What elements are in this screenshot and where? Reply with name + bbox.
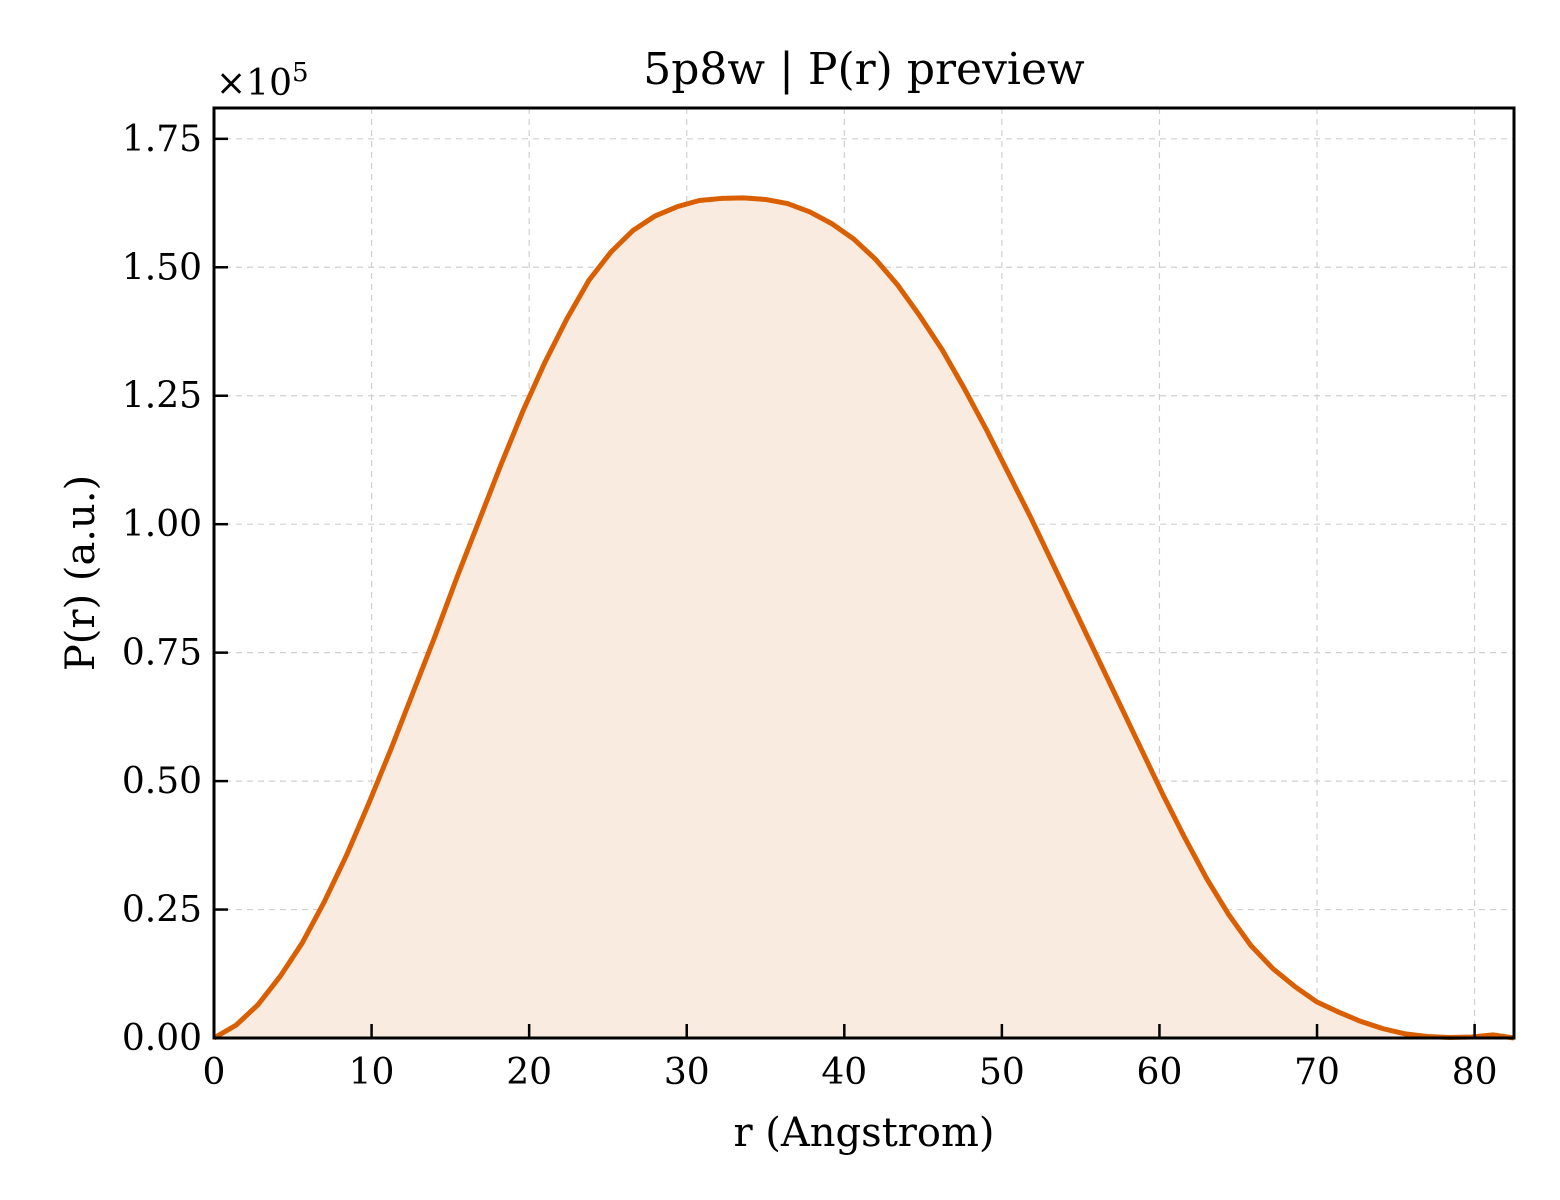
- series-line: [212, 195, 1515, 1041]
- y-tick-label: 0.00: [122, 1018, 202, 1059]
- y-axis-title: P(r) (a.u.): [58, 475, 104, 671]
- x-tick-label: 0: [203, 1052, 226, 1093]
- y-tick-label: 1.25: [122, 376, 202, 417]
- y-multiplier-base: ×10: [216, 63, 292, 104]
- x-tick-label: 30: [664, 1052, 710, 1093]
- y-tick-label: 0.50: [122, 761, 202, 802]
- y-axis-multiplier: ×105: [216, 58, 309, 104]
- y-tick-label: 1.75: [122, 119, 202, 160]
- x-tick-label: 50: [979, 1052, 1025, 1093]
- chart-title: 5p8w | P(r) preview: [643, 44, 1085, 95]
- x-tick-label: 80: [1452, 1052, 1498, 1093]
- area-fill: [214, 197, 1514, 1039]
- x-tick-label: 40: [821, 1052, 867, 1093]
- y-multiplier-exponent: 5: [292, 58, 309, 88]
- y-tick-label: 1.50: [122, 247, 202, 288]
- ticks-layer: 0 10 20 30 40 50 60 70 80 0.00 0.25 0.50 0.75 1.00 1.2…: [122, 119, 1498, 1093]
- x-tick-label: 20: [506, 1052, 552, 1093]
- plot-frame: [212, 106, 1516, 1040]
- y-tick-label: 1.00: [122, 504, 202, 545]
- x-tick-label: 10: [349, 1052, 395, 1093]
- x-tick-label: 60: [1137, 1052, 1183, 1093]
- x-tick-label: 70: [1294, 1052, 1340, 1093]
- y-tick-label: 0.25: [122, 890, 202, 931]
- y-tick-label: 0.75: [122, 633, 202, 674]
- x-axis-title: r (Angstrom): [733, 1110, 994, 1156]
